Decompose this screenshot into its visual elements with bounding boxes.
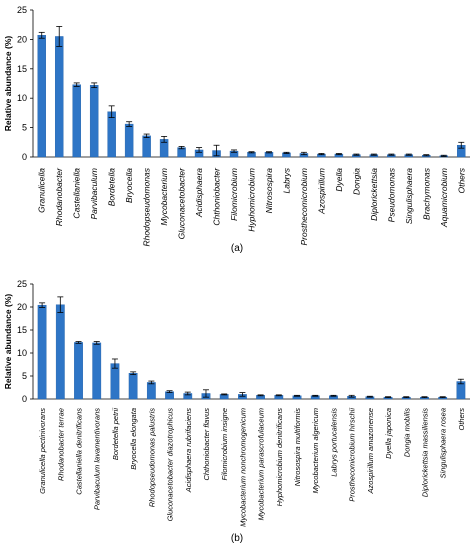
x-tick-label: Diplorickettsia	[369, 168, 379, 221]
y-tick-label: 10	[17, 348, 27, 358]
y-tick-label: 25	[17, 279, 27, 289]
x-tick-label: Filomicrobium	[229, 168, 239, 221]
x-tick-label: Prosthecomicrobium hirschii	[348, 408, 357, 502]
y-axis-title: Relative abundance (%)	[3, 36, 13, 132]
bar	[72, 84, 81, 158]
bar	[146, 382, 156, 400]
x-tick-label: Others	[456, 167, 466, 193]
x-tick-label: Castellaniella	[72, 168, 82, 219]
x-tick-label: Hyphomicrobium denitrificans	[275, 408, 284, 507]
y-tick-label: 5	[22, 123, 27, 133]
x-tick-label: Dongia	[351, 168, 361, 195]
x-tick-label: Azospirillum	[316, 168, 326, 215]
bar	[107, 111, 116, 158]
x-tick-label: Dyella	[334, 168, 344, 192]
x-tick-label: Mycobacterium	[159, 168, 169, 226]
x-tick-label: Azospirillum amazonense	[366, 408, 375, 494]
x-tick-label: Bryocella	[124, 168, 134, 203]
y-tick-label: 5	[22, 371, 27, 381]
x-tick-label: Bryocella elongata	[129, 408, 138, 470]
bar	[124, 123, 134, 158]
x-tick-label: Rhodopseudomonas palustris	[147, 408, 156, 507]
panel-label: (a)	[231, 243, 243, 254]
bar	[110, 363, 120, 400]
x-tick-label: Dongia mobilis	[402, 408, 411, 457]
bar	[128, 373, 138, 400]
panel-label: (b)	[231, 533, 243, 544]
bar	[55, 304, 65, 400]
x-tick-label: Nitrosospira multiformis	[293, 408, 302, 487]
x-tick-label: Rhodopseudomonas	[142, 167, 152, 246]
x-tick-label: Chthoniobacter	[212, 167, 222, 226]
x-tick-label: Brachymonas	[421, 167, 431, 220]
x-tick-label: Rhodanobacter terrae	[56, 408, 65, 481]
x-tick-label: Labrys portucalensis	[329, 408, 338, 477]
x-tick-label: Granulicella	[37, 168, 47, 213]
x-tick-label: Gluconacetobacter	[177, 167, 187, 240]
x-tick-label: Prosthecomicrobium	[299, 168, 309, 245]
x-tick-label: Pseudomonas	[386, 167, 396, 222]
bar	[37, 304, 47, 400]
bar	[142, 135, 151, 158]
x-tick-label: Mycobacterium algericum	[311, 408, 320, 493]
y-tick-label: 10	[17, 93, 27, 103]
x-tick-label: Dyella japonica	[384, 408, 393, 459]
x-tick-label: Diplorickettsia massiliensis	[420, 408, 429, 497]
x-tick-label: Mycobacterium parascrofulaceum	[257, 408, 266, 521]
x-tick-label: Acidisphaera rubrifaciens	[184, 408, 193, 493]
x-tick-label: Bordetella	[107, 168, 117, 207]
y-tick-label: 0	[22, 394, 27, 404]
bar	[92, 342, 102, 400]
x-tick-label: Mycobacterium nonchromogenicum	[238, 408, 247, 527]
bar	[89, 85, 99, 158]
bar	[37, 35, 46, 158]
x-tick-label: Nitrosospira	[264, 168, 274, 214]
y-tick-label: 20	[17, 34, 27, 44]
x-tick-label: Singulisphaera	[404, 168, 414, 225]
x-tick-label: Castellaniella denitrificans	[75, 408, 84, 495]
y-tick-label: 15	[17, 64, 27, 74]
x-tick-label: Bordetella petrii	[111, 408, 120, 460]
x-tick-label: Singulisphaera rosea	[439, 408, 448, 478]
bar	[74, 342, 83, 400]
x-tick-label: Parvibaculum lavamentivorans	[93, 408, 102, 510]
y-tick-label: 25	[17, 5, 27, 15]
y-tick-label: 20	[17, 302, 27, 312]
x-tick-label: Others	[457, 408, 466, 431]
y-tick-label: 0	[22, 152, 27, 162]
x-tick-label: Aquamicrobium	[439, 168, 449, 228]
x-tick-label: Acidisphaera	[194, 168, 204, 218]
x-tick-label: Parvibaculum	[89, 168, 99, 220]
y-tick-label: 15	[17, 325, 27, 335]
x-tick-label: Granulicella pectinivorans	[38, 408, 47, 494]
x-tick-label: Filomicrobium insigne	[220, 408, 229, 481]
y-axis-title: Relative abundance (%)	[3, 294, 13, 390]
x-tick-label: Gluconacetobacter diazotrophicus	[166, 408, 175, 522]
x-tick-label: Rhodanobacter	[54, 167, 64, 226]
x-tick-label: Labrys	[281, 167, 291, 193]
bar	[54, 36, 64, 158]
x-tick-label: Hyphomicrobium	[247, 168, 257, 232]
x-tick-label: Chthoniobacter flavus	[202, 408, 211, 481]
